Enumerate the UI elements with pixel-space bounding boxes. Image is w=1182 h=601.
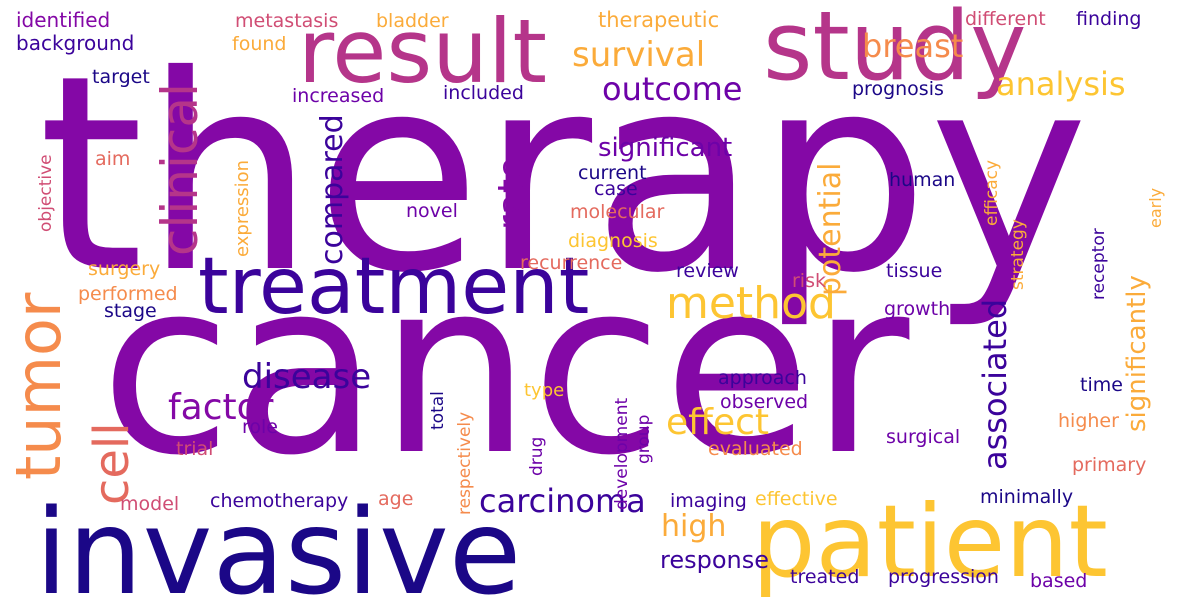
word-prognosis: prognosis bbox=[852, 78, 944, 100]
word-finding: finding bbox=[1076, 8, 1142, 30]
word-disease: disease bbox=[242, 357, 372, 397]
word-observed: observed bbox=[720, 391, 809, 413]
word-chemotherapy: chemotherapy bbox=[210, 490, 349, 512]
word-imaging: imaging bbox=[670, 490, 747, 512]
word-carcinoma: carcinoma bbox=[479, 482, 646, 520]
word-stage: stage bbox=[104, 300, 157, 322]
word-novel: novel bbox=[406, 200, 458, 222]
word-target: target bbox=[92, 66, 150, 88]
word-therapeutic: therapeutic bbox=[598, 8, 720, 32]
word-tumor: tumor bbox=[2, 292, 75, 480]
word-growth: growth bbox=[884, 298, 951, 320]
word-metastasis: metastasis bbox=[235, 10, 339, 32]
word-associated: associated bbox=[976, 298, 1014, 470]
word-effect: effect bbox=[666, 402, 770, 443]
word-performed: performed bbox=[78, 283, 178, 305]
word-higher: higher bbox=[1058, 410, 1119, 432]
word-bladder: bladder bbox=[376, 10, 449, 32]
word-receptor: receptor bbox=[1089, 228, 1109, 300]
word-type: type bbox=[524, 380, 565, 401]
word-model: model bbox=[120, 493, 180, 515]
word-treated: treated bbox=[790, 566, 860, 588]
word-aim: aim bbox=[95, 148, 131, 170]
word-background: background bbox=[16, 31, 135, 55]
word-treatment: treatment bbox=[198, 242, 590, 332]
word-significant: significant bbox=[598, 133, 733, 163]
word-age: age bbox=[378, 488, 414, 510]
word-drug: drug bbox=[527, 436, 547, 476]
word-found: found bbox=[232, 33, 287, 55]
word-factor: factor bbox=[168, 387, 274, 428]
word-total: total bbox=[428, 391, 448, 430]
word-expression: expression bbox=[232, 159, 253, 257]
word-evaluated: evaluated bbox=[708, 438, 803, 460]
word-time: time bbox=[1080, 374, 1123, 396]
word-approach: approach bbox=[718, 367, 807, 389]
word-role: role bbox=[242, 416, 278, 438]
word-diagnosis: diagnosis bbox=[568, 230, 658, 252]
word-rate: rate bbox=[491, 156, 532, 230]
word-survival: survival bbox=[572, 35, 706, 75]
word-primary: primary bbox=[1072, 454, 1147, 476]
word-method: method bbox=[666, 278, 836, 329]
word-based: based bbox=[1030, 570, 1088, 592]
word-included: included bbox=[443, 82, 524, 104]
word-group: group bbox=[634, 414, 654, 464]
word-analysis: analysis bbox=[996, 65, 1126, 103]
word-minimally: minimally bbox=[980, 486, 1074, 508]
word-outcome: outcome bbox=[602, 70, 743, 108]
word-effective: effective bbox=[755, 488, 838, 510]
word-patient: patient bbox=[752, 483, 1108, 600]
word-efficacy: efficacy bbox=[982, 159, 1002, 226]
word-high: high bbox=[661, 509, 727, 544]
word-breast: breast bbox=[862, 27, 964, 65]
word-development: development bbox=[612, 397, 632, 510]
word-therapy: therapy bbox=[38, 17, 1089, 332]
word-early: early bbox=[1146, 187, 1165, 228]
word-surgical: surgical bbox=[886, 426, 961, 448]
word-risk: risk bbox=[792, 270, 826, 292]
word-increased: increased bbox=[292, 85, 385, 107]
word-compared: compared bbox=[315, 114, 350, 265]
word-result: result bbox=[298, 0, 547, 103]
word-molecular: molecular bbox=[570, 201, 665, 223]
word-identified: identified bbox=[16, 8, 111, 32]
word-significantly: significantly bbox=[1122, 275, 1152, 432]
word-invasive: invasive bbox=[35, 483, 522, 601]
word-trial: trial bbox=[176, 438, 214, 460]
word-human: human bbox=[889, 169, 956, 191]
word-current: current bbox=[578, 162, 647, 184]
word-recurrence: recurrence bbox=[520, 252, 623, 274]
word-respectively: respectively bbox=[455, 411, 475, 515]
word-strategy: strategy bbox=[1008, 219, 1028, 290]
word-progression: progression bbox=[888, 566, 999, 588]
word-clinical: clinical bbox=[151, 83, 209, 256]
word-study: study bbox=[763, 0, 1027, 102]
word-cancer: cancer bbox=[100, 228, 910, 508]
word-review: review bbox=[676, 260, 739, 282]
word-case: case bbox=[594, 178, 638, 200]
word-tissue: tissue bbox=[886, 260, 943, 282]
word-surgery: surgery bbox=[88, 258, 161, 280]
word-different: different bbox=[965, 8, 1046, 30]
word-response: response bbox=[660, 546, 770, 574]
word-objective: objective bbox=[36, 154, 56, 232]
